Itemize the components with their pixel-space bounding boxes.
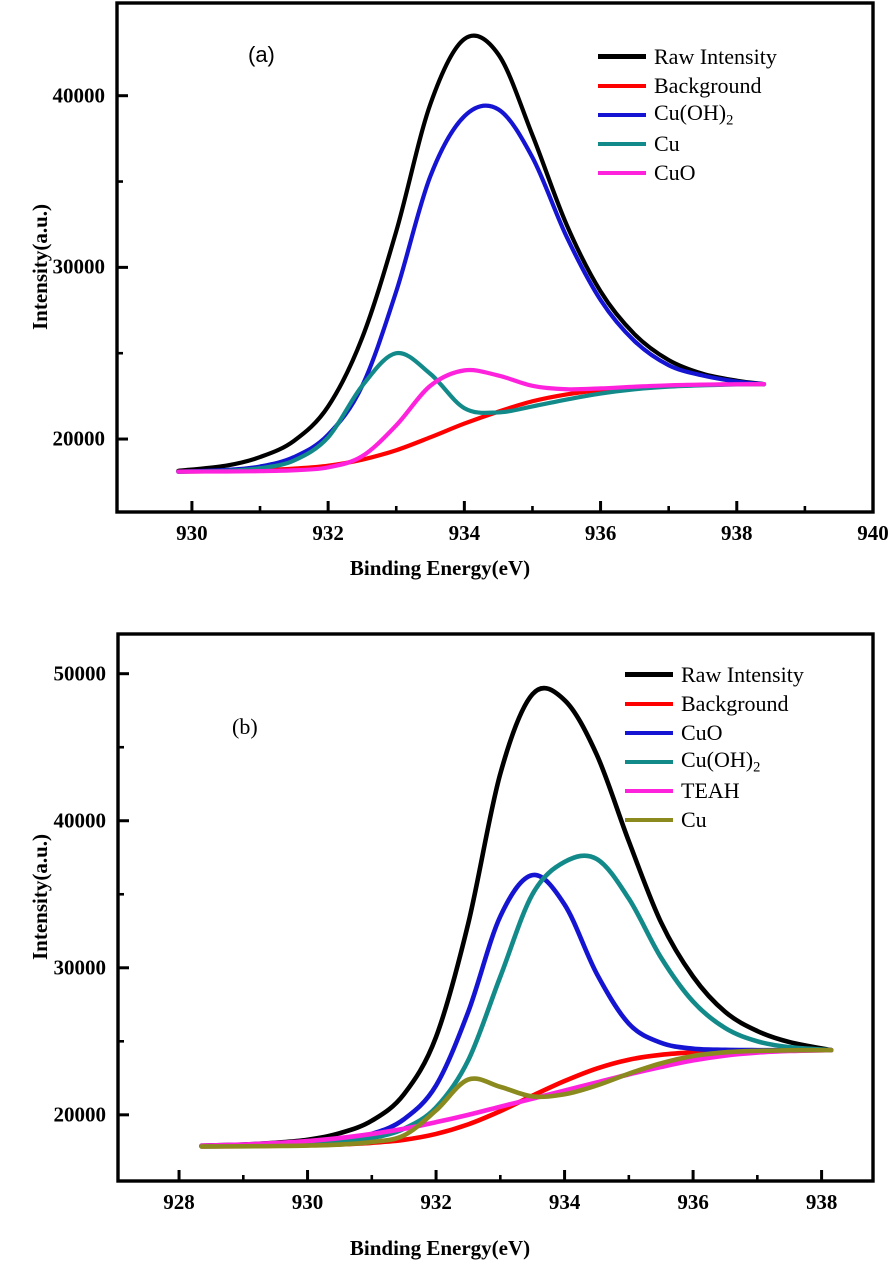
series-curve-cu <box>199 1047 834 1149</box>
x-tick-label: 928 <box>163 1190 195 1214</box>
legend-swatch-icon <box>625 788 673 793</box>
legend-label: Cu <box>654 130 680 156</box>
x-tick-label: 936 <box>584 521 617 545</box>
y-tick-label: 30000 <box>52 254 106 279</box>
x-tick-label: 932 <box>312 521 344 545</box>
panel-a: (a) Binding Energy(eV) Intensity(a.u.) R… <box>0 0 891 610</box>
legend-item-raw-intensity[interactable]: Raw Intensity <box>598 42 777 71</box>
y-tick-label: 40000 <box>53 808 107 833</box>
y-tick-label: 50000 <box>53 661 107 686</box>
panel-a-plot <box>115 1 875 514</box>
legend-label: TEAH <box>681 777 740 803</box>
panel-b: (b) Binding Energy(eV) Intensity(a.u.) R… <box>0 610 891 1280</box>
panel-b-label: (b) <box>232 714 258 739</box>
legend-swatch-icon <box>625 730 673 735</box>
legend-swatch-icon <box>625 672 673 677</box>
y-tick-label: 20000 <box>52 426 106 451</box>
legend-item-cu-oh-2[interactable]: Cu(OH)2 <box>598 100 777 129</box>
legend-swatch-icon <box>625 701 673 706</box>
series-curve-teah <box>199 1047 834 1149</box>
legend-item-background[interactable]: Background <box>625 689 804 718</box>
legend-item-teah[interactable]: TEAH <box>625 776 804 805</box>
x-tick-label: 936 <box>677 1190 709 1214</box>
legend-item-cuo[interactable]: CuO <box>598 158 777 187</box>
panel-b-legend: Raw Intensity Background CuO Cu(OH)2 TEAH Cu <box>625 660 804 834</box>
legend-label: Background <box>654 72 762 98</box>
y-tick-label: 20000 <box>53 1102 107 1127</box>
legend-swatch-icon <box>598 141 646 146</box>
legend-swatch-icon <box>625 817 673 822</box>
legend-swatch-icon <box>625 759 673 764</box>
series-curve-cuo <box>176 367 767 474</box>
legend-item-background[interactable]: Background <box>598 71 777 100</box>
legend-item-cu[interactable]: Cu <box>625 805 804 834</box>
series-curve-background <box>176 382 767 474</box>
x-tick-label: 930 <box>291 1190 324 1214</box>
y-tick-label: 40000 <box>52 83 106 108</box>
plot-frame <box>115 1 875 514</box>
x-tick-label: 934 <box>448 521 481 545</box>
panel-a-label: (a) <box>248 42 275 67</box>
legend-label: Raw Intensity <box>654 43 777 69</box>
legend-label: Raw Intensity <box>681 661 804 687</box>
legend-label: Cu(OH)2 <box>654 99 734 128</box>
legend-item-raw-intensity[interactable]: Raw Intensity <box>625 660 804 689</box>
legend-label: CuO <box>654 159 696 185</box>
panel-b-xaxis-title: Binding Energy(eV) <box>349 1236 531 1260</box>
series-curve-background <box>199 1047 834 1149</box>
x-tick-label: 930 <box>176 521 208 545</box>
x-tick-label: 940 <box>857 521 889 545</box>
series-curve-raw-intensity <box>176 33 767 473</box>
legend-swatch-icon <box>598 112 646 117</box>
panel-a-legend: Raw Intensity Background Cu(OH)2 Cu CuO <box>598 42 777 187</box>
panel-b-yaxis-title: Intensity(a.u.) <box>28 833 52 960</box>
y-tick-label: 30000 <box>53 955 107 980</box>
legend-swatch-icon <box>598 54 646 59</box>
legend-item-cu-oh-2[interactable]: Cu(OH)2 <box>625 747 804 776</box>
x-tick-label: 934 <box>548 1190 581 1214</box>
series-curve-cu-oh-2 <box>176 103 767 474</box>
x-tick-label: 932 <box>420 1190 452 1214</box>
legend-item-cuo[interactable]: CuO <box>625 718 804 747</box>
panel-a-xaxis-title: Binding Energy(eV) <box>349 556 531 580</box>
legend-swatch-icon <box>598 170 646 175</box>
legend-label: Cu <box>681 806 707 832</box>
x-tick-label: 938 <box>721 521 753 545</box>
plot-frame <box>116 632 875 1183</box>
legend-label: Cu(OH)2 <box>681 746 761 775</box>
panel-a-yaxis-title: Intensity(a.u.) <box>28 203 52 330</box>
panel-b-plot <box>116 632 875 1183</box>
legend-swatch-icon <box>598 83 646 88</box>
legend-item-cu[interactable]: Cu <box>598 129 777 158</box>
legend-label: Background <box>681 690 789 716</box>
x-tick-label: 938 <box>805 1190 838 1214</box>
legend-label: CuO <box>681 719 723 745</box>
